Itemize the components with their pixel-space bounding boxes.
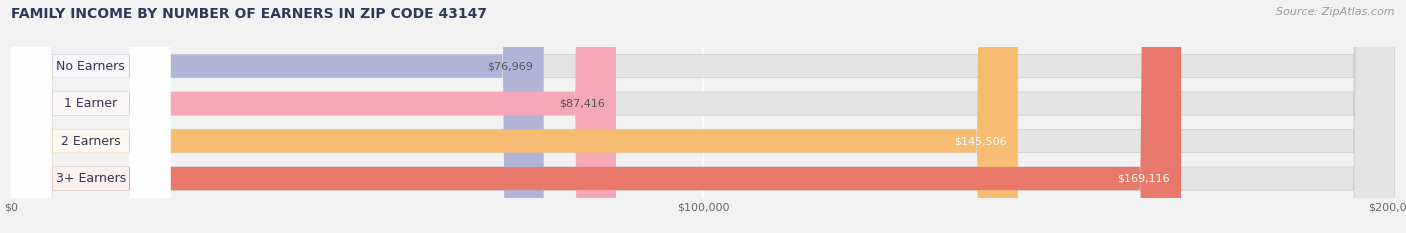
Text: 1 Earner: 1 Earner xyxy=(65,97,117,110)
FancyBboxPatch shape xyxy=(11,0,170,233)
FancyBboxPatch shape xyxy=(11,0,1395,233)
FancyBboxPatch shape xyxy=(11,0,1395,233)
Text: $169,116: $169,116 xyxy=(1118,174,1170,184)
FancyBboxPatch shape xyxy=(11,0,170,233)
FancyBboxPatch shape xyxy=(11,0,1018,233)
FancyBboxPatch shape xyxy=(11,0,1395,233)
FancyBboxPatch shape xyxy=(11,0,616,233)
Text: $76,969: $76,969 xyxy=(486,61,533,71)
Text: 3+ Earners: 3+ Earners xyxy=(56,172,127,185)
Text: $145,506: $145,506 xyxy=(955,136,1007,146)
FancyBboxPatch shape xyxy=(11,0,1181,233)
FancyBboxPatch shape xyxy=(11,0,544,233)
Text: 2 Earners: 2 Earners xyxy=(60,135,121,147)
Text: $87,416: $87,416 xyxy=(560,99,605,109)
FancyBboxPatch shape xyxy=(11,0,170,233)
FancyBboxPatch shape xyxy=(11,0,170,233)
Text: No Earners: No Earners xyxy=(56,60,125,73)
FancyBboxPatch shape xyxy=(11,0,1395,233)
Text: Source: ZipAtlas.com: Source: ZipAtlas.com xyxy=(1277,7,1395,17)
Text: FAMILY INCOME BY NUMBER OF EARNERS IN ZIP CODE 43147: FAMILY INCOME BY NUMBER OF EARNERS IN ZI… xyxy=(11,7,488,21)
